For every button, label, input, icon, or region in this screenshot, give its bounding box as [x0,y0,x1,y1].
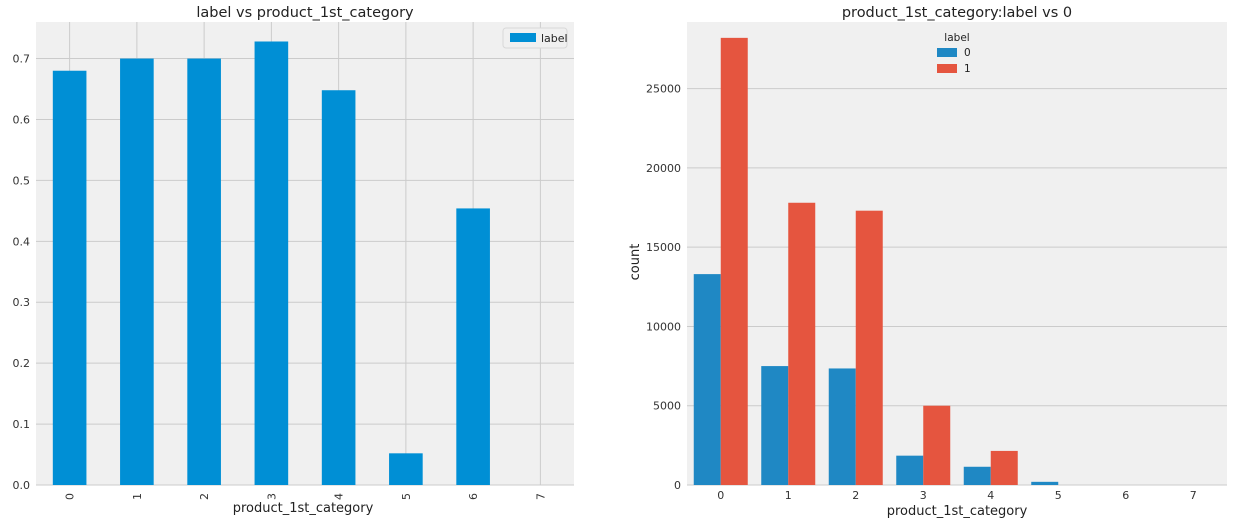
chart2-y-tick-labels: 0 5000 10000 15000 20000 25000 [646,83,681,492]
chart1-x-tick-label: 4 [333,493,346,500]
chart1-bar [187,58,221,485]
chart2-bar-series-0 [1031,481,1059,485]
chart2-title: product_1st_category:label vs 0 [842,5,1072,21]
chart1-legend: label [502,27,568,49]
chart1-legend-label: label [541,32,568,45]
chart1-title: label vs product_1st_category [196,5,414,21]
chart-category-label-count: 0 5000 10000 15000 20000 25000 0 1 2 3 4 5 6 7 produ… [628,5,1227,519]
chart2-bar-series-0 [963,466,991,485]
chart1-bar [389,453,423,485]
chart-label-vs-category: 0.0 0.1 0.2 0.3 0.4 0.5 0.6 0.7 0 1 2 3 4 5 6 7 label … [13,5,574,516]
chart1-x-tick-labels: 0 1 2 3 4 5 6 7 [64,493,548,500]
chart1-y-tick-label: 0.1 [13,418,31,431]
chart2-bar-series-0 [896,455,924,485]
chart1-x-tick-label: 2 [198,493,211,500]
chart2-x-tick-label: 2 [852,489,859,502]
chart2-y-tick-label: 25000 [646,83,681,96]
chart2-x-tick-label: 0 [717,489,724,502]
chart2-x-axis-label: product_1st_category [887,504,1028,519]
chart1-y-tick-label: 0.4 [13,235,31,248]
chart2-y-tick-label: 20000 [646,162,681,175]
chart2-y-tick-label: 0 [674,479,681,492]
chart2-legend: label 0 1 [937,32,971,75]
chart2-legend-swatch-1 [937,64,957,73]
chart2-x-tick-label: 7 [1190,489,1197,502]
chart2-x-tick-labels: 0 1 2 3 4 5 6 7 [717,489,1197,502]
chart2-x-tick-label: 3 [920,489,927,502]
chart1-y-tick-label: 0.0 [13,479,31,492]
chart2-bar-series-0 [828,368,856,485]
chart1-x-tick-label: 0 [64,493,77,500]
chart2-legend-label-1: 1 [964,63,971,75]
chart2-legend-label-0: 0 [964,47,971,59]
chart2-y-tick-label: 15000 [646,241,681,254]
chart2-bar-series-0 [761,366,789,485]
chart2-bar-series-1 [720,37,748,485]
chart2-x-tick-label: 5 [1055,489,1062,502]
chart1-bar [120,58,154,485]
chart1-legend-swatch [510,33,536,42]
chart1-y-tick-labels: 0.0 0.1 0.2 0.3 0.4 0.5 0.6 0.7 [13,53,31,492]
chart1-bar [456,208,490,485]
chart2-y-tick-label: 10000 [646,320,681,333]
chart2-bar-series-0 [693,274,721,485]
chart1-x-tick-label: 1 [131,493,144,500]
chart1-bars [52,41,490,486]
chart2-x-tick-label: 4 [987,489,994,502]
chart1-bar [254,41,289,485]
chart1-x-tick-label: 7 [534,493,547,500]
chart1-plot-area [36,22,574,485]
chart1-y-tick-label: 0.6 [13,113,31,126]
chart2-x-tick-label: 1 [785,489,792,502]
chart1-y-tick-label: 0.5 [13,174,31,187]
chart1-x-tick-label: 5 [400,493,413,500]
chart1-x-tick-label: 3 [265,493,278,500]
chart2-bar-series-1 [788,202,816,486]
chart1-y-tick-label: 0.7 [13,53,31,66]
chart2-bars [693,37,1059,486]
chart1-bar [321,90,356,486]
chart2-legend-title: label [944,32,969,44]
chart1-y-tick-label: 0.2 [13,357,31,370]
chart2-y-tick-label: 5000 [653,400,681,413]
chart2-x-tick-label: 6 [1122,489,1129,502]
chart2-bar-series-1 [923,405,951,485]
chart1-x-axis-label: product_1st_category [233,501,374,516]
chart2-y-axis-label: count [628,244,643,281]
chart2-bar-series-1 [990,450,1018,485]
chart1-bar [52,70,87,485]
chart1-x-tick-label: 6 [467,493,480,500]
chart1-y-tick-label: 0.3 [13,296,31,309]
chart2-gridlines [687,88,1227,486]
chart2-bar-series-1 [855,210,883,485]
chart2-legend-swatch-0 [937,48,957,57]
